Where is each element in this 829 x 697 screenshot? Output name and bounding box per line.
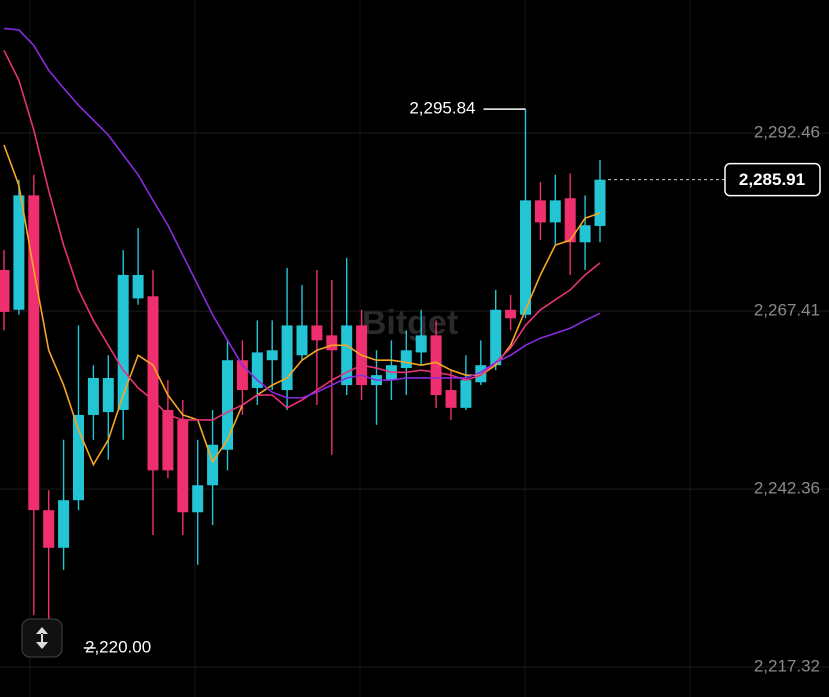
y-tick-label: 2,267.41 bbox=[754, 301, 820, 320]
candle-body bbox=[579, 225, 591, 243]
candle-body bbox=[490, 309, 502, 366]
candle-body bbox=[222, 360, 233, 450]
last-price-label: 2,285.91 bbox=[739, 170, 805, 189]
candle-body bbox=[326, 335, 338, 351]
candle-body bbox=[13, 195, 25, 310]
candle-body bbox=[564, 198, 576, 243]
candle-body bbox=[296, 325, 308, 356]
candle-body bbox=[549, 200, 561, 223]
low-marker-label: 2,220.00 bbox=[85, 637, 151, 656]
ma-line bbox=[3, 50, 601, 421]
candle-body bbox=[236, 360, 248, 391]
candle-body bbox=[400, 350, 412, 369]
ma-line bbox=[3, 27, 601, 399]
candle-body bbox=[251, 352, 263, 388]
candle-body bbox=[475, 365, 487, 383]
candle-body bbox=[102, 377, 114, 413]
candle-body bbox=[132, 274, 144, 299]
candle-body bbox=[505, 309, 517, 319]
last-price-box bbox=[724, 162, 821, 197]
candle-body bbox=[177, 419, 189, 513]
candle-body bbox=[415, 335, 427, 353]
candle-body bbox=[341, 325, 353, 386]
candle-body bbox=[87, 377, 99, 415]
watermark: Bitget bbox=[362, 304, 458, 342]
candle-body bbox=[460, 380, 472, 408]
candle-body bbox=[0, 269, 10, 312]
candle-body bbox=[445, 390, 457, 408]
y-tick-label: 2,242.36 bbox=[754, 479, 820, 498]
candle-body bbox=[520, 200, 531, 315]
candle-body bbox=[594, 179, 606, 226]
candle-body bbox=[534, 200, 546, 223]
candle-body bbox=[192, 485, 204, 513]
candle-body bbox=[207, 444, 219, 486]
y-tick-label: 2,292.46 bbox=[754, 123, 820, 142]
candle-body bbox=[58, 500, 70, 548]
scale-icon bbox=[36, 627, 48, 649]
candle-body bbox=[43, 510, 55, 548]
candle-body bbox=[147, 296, 159, 471]
candle-body bbox=[430, 335, 442, 396]
candle-body bbox=[311, 325, 323, 341]
y-tick-label: 2,217.32 bbox=[754, 657, 820, 676]
candle-body bbox=[73, 414, 84, 501]
candle-body bbox=[28, 195, 40, 511]
scale-button[interactable] bbox=[21, 618, 63, 658]
candle-body bbox=[266, 350, 278, 361]
candle-body bbox=[281, 325, 293, 391]
candle-body bbox=[117, 274, 129, 410]
candle-body bbox=[162, 409, 174, 471]
plot: 2,292.46 2,267.41 2,242.36 2,217.32 2,295.84… bbox=[0, 27, 829, 676]
high-marker-label: 2,295.84 bbox=[409, 99, 475, 118]
